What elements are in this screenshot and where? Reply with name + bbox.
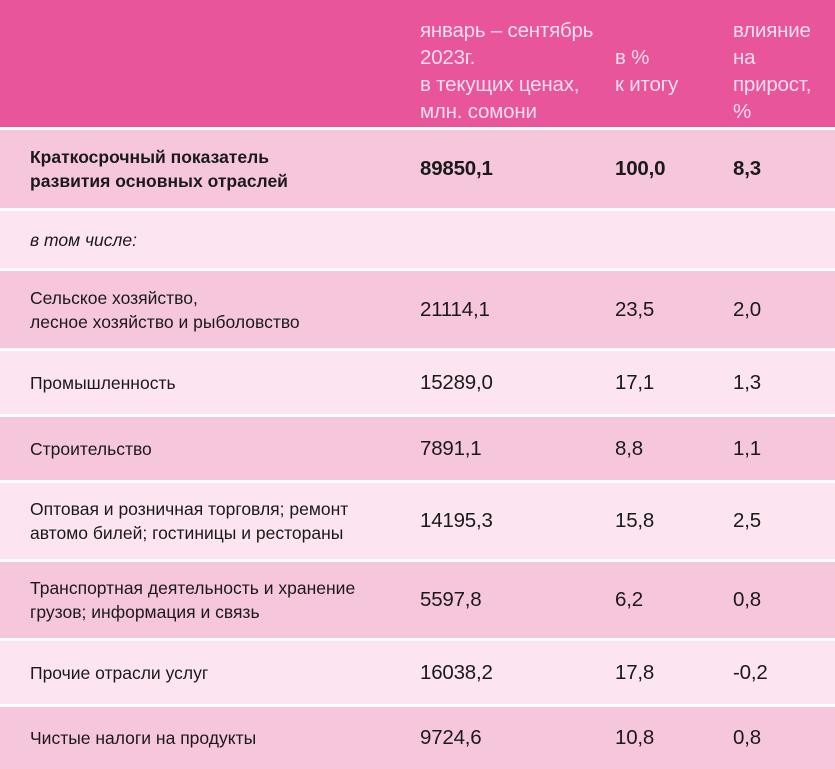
row-label: в том числе: [30, 229, 137, 250]
row-label: Промышленность [30, 372, 176, 393]
row-percent: 6,2 [615, 588, 643, 611]
table-row-transport: Транспортная деятельность и хранение гру… [0, 562, 835, 638]
row-value: 5597,8 [420, 588, 482, 611]
table-row-including: в том числе: [0, 211, 835, 268]
header-percent-column-label: в % к итогу [615, 46, 679, 96]
row-impact: 0,8 [733, 588, 761, 611]
row-percent: 100,0 [615, 157, 666, 180]
header-empty-cell [0, 0, 420, 17]
row-percent: 15,8 [615, 509, 655, 532]
row-value: 7891,1 [420, 436, 482, 460]
row-value: 15289,0 [420, 370, 493, 394]
row-impact: -0,2 [733, 660, 768, 684]
table-row-industry: Промышленность 15289,0 17,1 1,3 [0, 351, 835, 414]
row-value: 9724,6 [420, 726, 482, 749]
row-impact: 1,1 [733, 436, 761, 460]
row-label: Сельское хозяйство, лесное хозяйство и р… [30, 287, 300, 332]
table-row-trade: Оптовая и розничная торговля; ремонт авт… [0, 483, 835, 559]
header-impact-column-label: влияние на прирост, % [733, 19, 812, 123]
row-percent: 8,8 [615, 436, 643, 460]
row-label: Краткосрочный показатель развития основн… [30, 147, 288, 191]
row-label: Чистые налоги на продукты [30, 728, 257, 748]
row-value: 14195,3 [420, 509, 493, 532]
table-row-other-services: Прочие отрасли услуг 16038,2 17,8 -0,2 [0, 641, 835, 704]
row-percent: 10,8 [615, 726, 655, 749]
row-impact: 8,3 [733, 157, 761, 180]
row-percent: 17,8 [615, 660, 655, 684]
row-label: Строительство [30, 438, 152, 459]
row-impact: 2,0 [733, 297, 761, 321]
table-row-total: Краткосрочный показатель развития основн… [0, 130, 835, 208]
row-impact: 0,8 [733, 726, 761, 749]
row-percent: 23,5 [615, 297, 655, 321]
table-row-net-taxes: Чистые налоги на продукты 9724,6 10,8 0,… [0, 707, 835, 769]
row-percent: 17,1 [615, 370, 655, 394]
header-period-column-label: январь – сентябрь 2023г. в текущих ценах… [420, 19, 594, 123]
row-label: Транспортная деятельность и хранение гру… [30, 578, 356, 622]
row-impact: 2,5 [733, 509, 761, 532]
table-row-construction: Строительство 7891,1 8,8 1,1 [0, 417, 835, 480]
row-impact: 1,3 [733, 370, 761, 394]
row-label: Прочие отрасли услуг [30, 662, 209, 683]
row-label: Оптовая и розничная торговля; ремонт авт… [30, 499, 349, 543]
table-header-row: январь – сентябрь 2023г. в текущих ценах… [0, 0, 835, 127]
row-value: 89850,1 [420, 157, 493, 180]
row-value: 16038,2 [420, 660, 493, 684]
row-value: 21114,1 [420, 297, 490, 321]
table-row-agriculture: Сельское хозяйство, лесное хозяйство и р… [0, 271, 835, 348]
